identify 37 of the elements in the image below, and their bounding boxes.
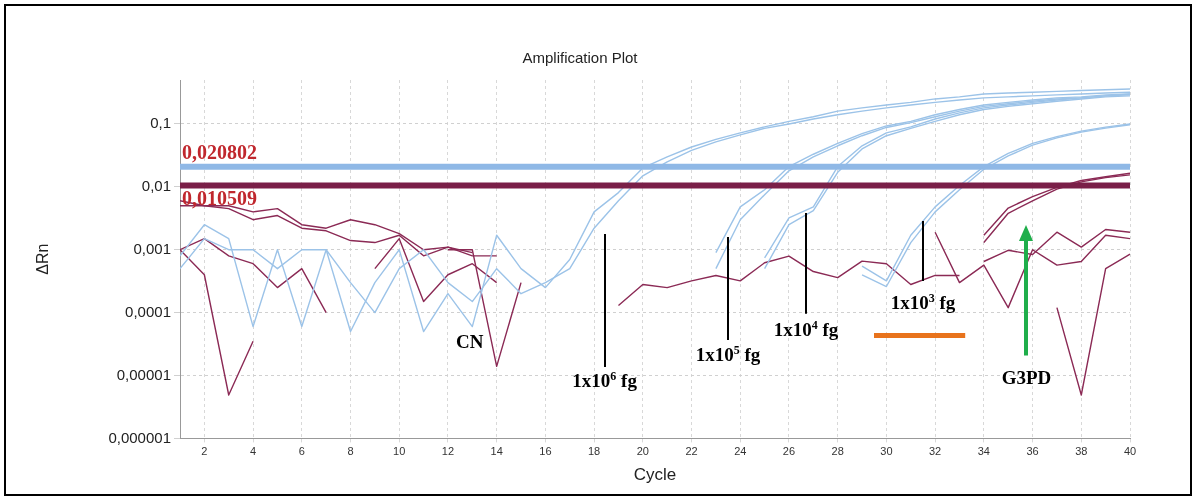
annotation: CN — [456, 330, 484, 353]
x-tick-label: 40 — [1123, 445, 1137, 458]
chart-title: Amplification Plot — [522, 49, 639, 67]
annotation: G3PD — [1001, 366, 1052, 389]
y-tick-label: 0,000001 — [108, 428, 171, 446]
x-tick-label: 22 — [685, 445, 698, 458]
x-tick-label: 34 — [977, 445, 990, 458]
x-tick-label: 16 — [539, 445, 552, 458]
x-tick-label: 12 — [441, 445, 455, 458]
x-tick-label: 30 — [880, 445, 893, 458]
annotation: 1x10$^{4}$ fg — [773, 318, 839, 342]
y-tick-label: 0,00001 — [116, 365, 171, 383]
x-tick-label: 14 — [490, 445, 503, 458]
annotation: 1x10$^{5}$ fg — [695, 343, 761, 367]
annotation: 1x10$^{3}$ fg — [890, 291, 956, 315]
y-axis-title: ΔRn — [34, 243, 52, 275]
x-tick-label: 2 — [201, 445, 208, 458]
y-tick-label: 0,001 — [133, 239, 171, 257]
x-tick-label: 36 — [1026, 445, 1039, 458]
x-tick-label: 24 — [734, 445, 747, 458]
y-tick-label: 0,0001 — [125, 302, 171, 320]
x-tick-label: 8 — [347, 445, 354, 458]
x-tick-label: 20 — [636, 445, 649, 458]
x-tick-label: 26 — [782, 445, 796, 458]
x-tick-label: 32 — [929, 445, 942, 458]
x-tick-label: 38 — [1075, 445, 1088, 458]
y-tick-label: 0,1 — [150, 114, 171, 132]
ref-line-label: 0,020802 — [182, 141, 257, 164]
ref-line-label: 0,010509 — [182, 186, 257, 209]
y-tick-label: 0,01 — [141, 176, 171, 194]
annotation: 1x10$^{6}$ fg — [572, 368, 637, 392]
x-tick-label: 4 — [250, 445, 257, 458]
x-tick-label: 6 — [298, 445, 305, 458]
x-tick-label: 18 — [587, 445, 601, 458]
x-tick-label: 10 — [393, 445, 406, 458]
x-tick-label: 28 — [831, 445, 844, 458]
x-axis-title: Cycle — [633, 465, 677, 485]
